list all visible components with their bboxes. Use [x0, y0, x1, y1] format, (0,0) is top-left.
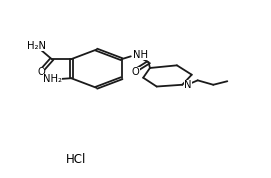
Text: O: O	[37, 67, 45, 77]
Text: HCl: HCl	[66, 153, 86, 166]
Text: H₂N: H₂N	[27, 41, 46, 51]
Text: N: N	[185, 80, 192, 90]
Text: NH₂: NH₂	[43, 74, 62, 84]
Text: NH: NH	[134, 50, 149, 60]
Text: O: O	[132, 67, 140, 77]
